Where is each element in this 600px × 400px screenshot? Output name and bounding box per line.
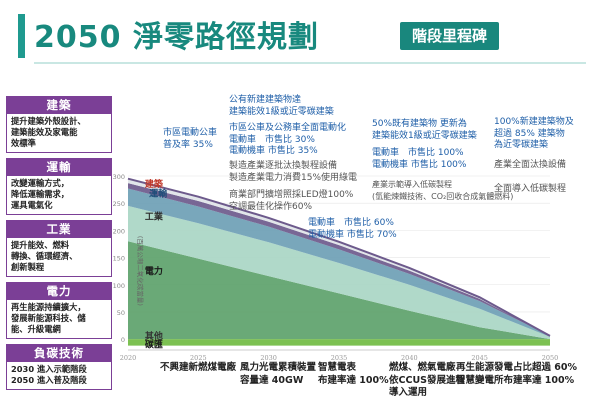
sector-head-industry: 工業 [7, 221, 111, 238]
milestone-2050-equipment: 產業全面汰換設備 [494, 160, 567, 170]
title-accent-bar [18, 14, 25, 58]
power-milestone-2025-wind-solar: 風力光電累積裝置 容量達 40GW [240, 362, 317, 386]
x-tick-label: 2025 [190, 354, 207, 362]
power-milestone-2030-meter: 智慧電表 布建率達 100% [318, 362, 389, 386]
transport-label: 運輸 [149, 188, 168, 200]
power-area [128, 241, 550, 340]
x-tick-label: 2045 [471, 354, 488, 362]
page-title: 2050 淨零路徑規劃 [34, 20, 319, 55]
title-underline [34, 62, 586, 64]
sector-body-buildings: 提升建築外殼設計、 建築能效及家電能 效標準 [11, 116, 86, 148]
industry-area [128, 205, 550, 340]
y-tick-label: 150 [113, 255, 125, 263]
milestone-2040-transport: 電動車 市售比 100% 電動機車 市售比 100% [372, 148, 467, 170]
sector-head-transport: 運輸 [7, 159, 111, 176]
sector-sidebar: 建築 提升建築外殼設計、 建築能效及家電能 效標準 運輸 改變運輸方式， 降低運… [6, 96, 112, 395]
sink-label: 碳匯 [145, 338, 163, 350]
industry-label: 工業 [145, 211, 164, 223]
sector-box-buildings: 建築 提升建築外殼設計、 建築能效及家電能 效標準 [6, 96, 112, 153]
y-tick-label: 300 [113, 173, 125, 181]
milestone-2040-buildings: 50%既有建築物 更新為 建築能效1級或近零碳建築 [372, 119, 477, 141]
emission-area-chart: 0 50 100 150 200 250 300 2020 2025 2030 2035 2040 20… [113, 173, 559, 362]
sector-body-negative-carbon: 2030 進入示範階段 2050 進入普及階段 [11, 364, 87, 385]
title-bar: 2050 淨零路徑規劃 階段里程碑 [18, 10, 588, 64]
milestone-2025-bus: 市區電動公車 普及率 35% [163, 128, 218, 150]
milestone-2050-buildings: 100%新建建築物及 超過 85% 建築物 為近零碳建築 [494, 117, 574, 150]
y-tick-label: 50 [117, 309, 125, 317]
sector-box-industry: 工業 提升能效、燃料 轉換、循環經濟、 創新製程 [6, 220, 112, 277]
x-tick-label: 2040 [401, 354, 418, 362]
sector-head-negative-carbon: 負碳技術 [7, 345, 111, 362]
milestone-2040-industry: 產業示範導入低碳製程 (氫能煉鐵技術、CO₂回收合成氣體燃料) [372, 180, 514, 201]
milestone-2030-transport: 市區公車及公務車全面電動化 電動車 市售比 30% 電動機車 市售比 35% [229, 123, 347, 156]
milestone-2030-commercial: 商業部門擴增照採LED燈100% 空調最佳化操作60% [229, 190, 354, 212]
sector-body-transport: 改變運輸方式， 降低運輸需求， 運具電氣化 [11, 178, 70, 210]
y-axis-label: (百萬公噸二氧化碳當量) [136, 236, 145, 306]
x-tick-label: 2035 [331, 354, 348, 362]
milestone-badge: 階段里程碑 [400, 22, 500, 50]
sector-body-industry: 提升能效、燃料 轉換、循環經濟、 創新製程 [11, 240, 78, 272]
y-tick-label: 250 [113, 200, 125, 208]
x-tick-label: 2020 [120, 354, 137, 362]
sector-box-negative-carbon: 負碳技術 2030 進入示範階段 2050 進入普及階段 [6, 344, 112, 390]
sector-head-power: 電力 [7, 283, 111, 300]
buildings-label: 建築 [145, 178, 164, 190]
sector-head-buildings: 建築 [7, 97, 111, 114]
milestone-2050-low-carbon: 全面導入低碳製程 [494, 184, 567, 194]
power-milestone-2050-renewable: 再生能源發電占比超過 60% 智慧變電所布建率達 100% [456, 362, 578, 386]
y-tick-label: 200 [113, 227, 125, 235]
carbon-sink-area [128, 339, 550, 346]
sector-box-transport: 運輸 改變運輸方式， 降低運輸需求， 運具電氣化 [6, 158, 112, 215]
transport-area [128, 188, 550, 337]
x-tick-label: 2050 [542, 354, 559, 362]
milestone-2030-buildings: 公有新建建築物達 建築能效1級或近零碳建築 [229, 95, 334, 117]
y-tick-label: 0 [121, 336, 125, 344]
power-milestone-2025: 不興建新燃煤電廠 [160, 362, 237, 373]
y-tick-label: 100 [113, 282, 125, 290]
total-emission-line [127, 177, 551, 337]
sector-box-power: 電力 再生能源持續擴大， 發展新能源科技、儲 能、升級電網 [6, 282, 112, 339]
sector-body-power: 再生能源持續擴大， 發展新能源科技、儲 能、升級電網 [11, 302, 86, 334]
power-label: 電力 [145, 265, 163, 277]
power-milestone-2040-ccus: 燃煤、燃氣電廠 依CCUS發展進程 導入運用 [389, 362, 466, 398]
x-tick-label: 2030 [260, 354, 277, 362]
buildings-area [128, 183, 550, 336]
other-label: 其他 [145, 330, 163, 342]
milestone-2035-transport: 電動車 市售比 60% 電動機車 市售比 70% [308, 218, 397, 240]
milestone-2030-industry: 製造產業逐批汰換製程設備 製造產業電力消費15%使用綠電 [229, 161, 358, 183]
